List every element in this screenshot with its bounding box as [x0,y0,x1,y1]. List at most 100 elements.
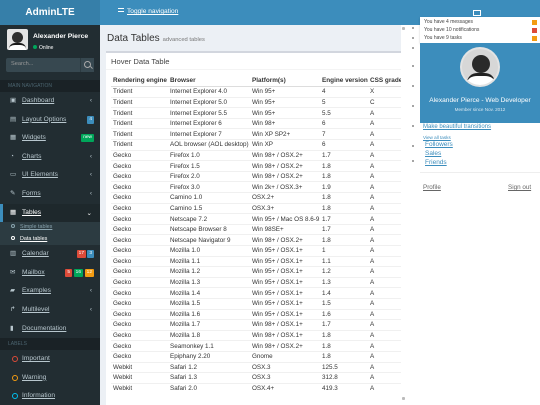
link-followers[interactable]: Followers [425,141,453,148]
edit-icon: ✎ [10,189,16,197]
table-row[interactable]: Trident Internet Explorer 4.0 Win 95+ 4 X [111,86,402,98]
table-cell: 4 [320,86,368,98]
content-scrollbar[interactable] [401,25,406,405]
table-cell: 1.8 [320,160,368,172]
link-friends[interactable]: Friends [425,159,447,166]
sidebar-item-mailbox[interactable]: ✉ Mailbox 12 16 5 [0,264,100,283]
table-row[interactable]: Trident Internet Explorer 5.5 Win 95+ 5.5 A [111,107,402,119]
table-row[interactable]: Trident Internet Explorer 5.0 Win 95+ 5 C [111,96,402,108]
table-cell: Seamonkey 1.1 [168,340,250,352]
sidebar-item-ui-elements[interactable]: ▭ UI Elements ‹ [0,166,100,185]
notification-item[interactable]: You have 10 notifications [424,27,480,33]
search-input[interactable]: Search... [11,61,34,67]
sidebar-badge: 5 [65,268,72,277]
table-row[interactable]: Gecko Netscape Browser 8 Win 98SE+ 1.7 A [111,223,402,235]
table-cell: 1.4 [320,287,368,299]
table-row[interactable]: Gecko Mozilla 1.5 Win 95+ / OSX.1+ 1.5 A [111,297,402,310]
table-row[interactable]: Trident Internet Explorer 6 Win 98+ 6 A [111,117,402,129]
sidebar-toggle[interactable]: Toggle navigation [118,8,178,15]
table-cell: Mozilla 1.0 [168,245,250,257]
signout-button[interactable]: Sign out [508,184,532,191]
search-icon[interactable] [80,58,94,72]
sidebar-item-tables[interactable]: ▦ Tables ⌄ [0,203,100,223]
table-cell: 1.7 [320,223,368,235]
files-icon: ▤ [10,115,17,123]
column-header[interactable]: Engine version [320,74,368,88]
avatar [7,29,28,50]
table-row[interactable]: Gecko Mozilla 1.8 Win 98+ / OSX.1+ 1.8 A [111,329,402,341]
table-row[interactable]: Webkit Safari 2.0 OSX.4+ 419.3 A [111,382,402,394]
table-cell: 1.8 [320,350,368,363]
table-cell: A [368,276,402,288]
table-row[interactable]: Gecko Firefox 1.0 Win 98+ / OSX.2+ 1.7 A [111,149,402,161]
table-row[interactable]: Gecko Mozilla 1.4 Win 95+ / OSX.1+ 1.4 A [111,287,402,299]
label-item-information[interactable]: Information [0,387,100,405]
sidebar-item-widgets[interactable]: ▦ Widgets new [0,129,100,148]
table-row[interactable]: Gecko Firefox 2.0 Win 98+ / OSX.2+ 1.8 A [111,170,402,182]
user-status: Online [33,45,53,51]
sidebar-item-examples[interactable]: ▰ Examples ‹ [0,282,100,301]
sidebar-item-calendar[interactable]: ▥ Calendar 3 17 [0,245,100,264]
table-cell: Internet Explorer 4.0 [168,86,250,98]
table-cell: Gecko [111,149,168,161]
table-row[interactable]: Gecko Netscape 7.2 Win 95+ / Mac OS 8.6-9.… [111,213,402,225]
notification-item[interactable]: You have 4 messages [424,19,474,25]
label-item-important[interactable]: Important [0,350,100,369]
table-cell: 1.8 [320,340,368,352]
table-row[interactable]: Gecko Mozilla 1.1 Win 95+ / OSX.1+ 1.1 A [111,255,402,267]
design-link[interactable]: Make beautiful transitions [423,124,492,130]
label-item-warning[interactable]: Warning [0,369,100,388]
table-row[interactable]: Gecko Mozilla 1.2 Win 95+ / OSX.1+ 1.2 A [111,266,402,278]
app-logo[interactable]: AdminLTE [0,0,100,25]
table-row[interactable]: Gecko Firefox 3.0 Win 2k+ / OSX.3+ 1.9 A [111,181,402,193]
table-row[interactable]: Trident Internet Explorer 7 Win XP SP2+ 7 A [111,128,402,140]
table-row[interactable]: Gecko Netscape Navigator 9 Win 98+ / OSX.2… [111,234,402,246]
table-row[interactable]: Webkit Safari 1.2 OSX.3 125.5 A [111,361,402,373]
table-cell: Mozilla 1.2 [168,266,250,278]
envelope-icon[interactable] [473,10,481,16]
table-row[interactable]: Trident AOL browser (AOL desktop) Win XP 6 A [111,139,402,151]
table-cell: Win 95+ [250,107,320,119]
table-cell: Internet Explorer 7 [168,128,250,140]
column-header[interactable]: Browser [168,74,250,88]
chevron-icon: ‹ [89,189,92,197]
column-header[interactable]: Rendering engine [111,74,168,88]
chevron-icon: ‹ [89,171,92,179]
view-all-tasks-link[interactable]: View all tasks [423,135,451,140]
table-row[interactable]: Gecko Firefox 1.5 Win 98+ / OSX.2+ 1.8 A [111,160,402,172]
circle-icon [11,224,15,229]
table-cell: Trident [111,117,168,129]
column-header[interactable]: CSS grade [368,74,402,88]
table-cell: 5.5 [320,107,368,119]
sidebar-item-multilevel[interactable]: ↱ Multilevel ‹ [0,301,100,320]
link-sales[interactable]: Sales [425,150,442,157]
table-cell: Win 98SE+ [250,223,320,235]
table-row[interactable]: Gecko Mozilla 1.3 Win 95+ / OSX.1+ 1.3 A [111,276,402,288]
table-row[interactable]: Gecko Camino 1.5 OSX.3+ 1.8 A [111,202,402,214]
content-wrapper: Data Tables advanced tables Hover Data Ta… [100,25,406,405]
table-row[interactable]: Gecko Seamonkey 1.1 Win 98+ / OSX.2+ 1.8 A [111,340,402,352]
sidebar-search[interactable]: Search... [6,58,94,72]
sidebar-item-layout-options[interactable]: ▤ Layout Options 4 [0,111,100,130]
profile-button[interactable]: Profile [423,184,441,191]
sidebar-item-charts[interactable]: ◔ Charts ‹ [0,148,100,167]
table-cell: Gecko [111,297,168,310]
table-row[interactable]: Gecko Camino 1.0 OSX.2+ 1.8 A [111,192,402,204]
sidebar-item-label: Tables [22,208,42,216]
table-cell: A [368,319,402,331]
table-cell: 312.8 [320,372,368,384]
sidebar-item-forms[interactable]: ✎ Forms ‹ [0,185,100,204]
sidebar-item-dashboard[interactable]: ▣ Dashboard ‹ [0,92,100,111]
table-row[interactable]: Gecko Mozilla 1.0 Win 95+ / OSX.1+ 1 A [111,245,402,257]
hover-data-table: Rendering engine Browser Platform(s) Engine… [111,74,402,394]
notification-item[interactable]: You have 9 tasks [424,35,462,41]
table-row[interactable]: Gecko Mozilla 1.6 Win 95+ / OSX.1+ 1.6 A [111,308,402,320]
submenu-item-data-tables[interactable]: Data tables [0,234,100,246]
sidebar-item-documentation[interactable]: ▮ Documentation [0,320,100,339]
table-cell: 1.1 [320,255,368,267]
column-header[interactable]: Platform(s) [250,74,320,88]
submenu-item-simple-tables[interactable]: Simple tables [0,222,100,234]
table-row[interactable]: Webkit Safari 1.3 OSX.3 312.8 A [111,372,402,384]
table-row[interactable]: Gecko Epiphany 2.20 Gnome 1.8 A [111,350,402,363]
table-row[interactable]: Gecko Mozilla 1.7 Win 98+ / OSX.1+ 1.7 A [111,319,402,331]
